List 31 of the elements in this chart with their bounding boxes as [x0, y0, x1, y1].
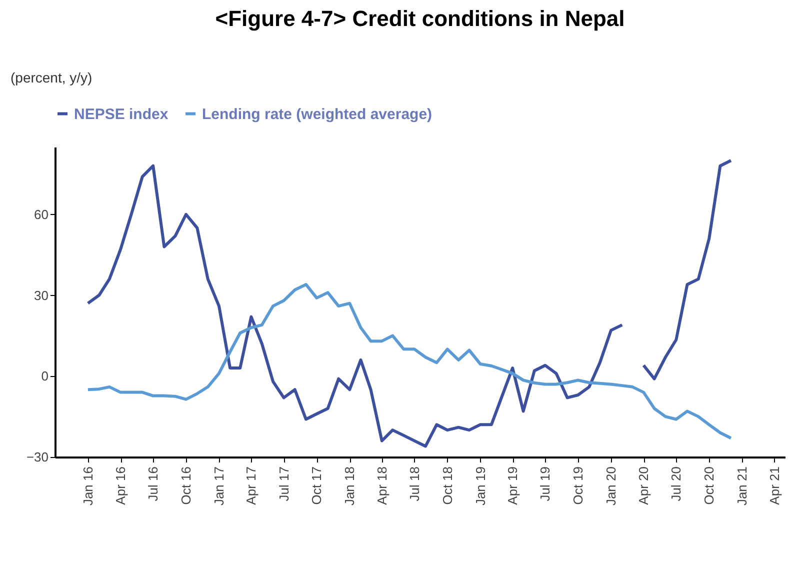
- x-tick-label: Oct 16: [178, 466, 194, 505]
- y-axis-title: (percent, y/y): [10, 70, 92, 86]
- chart-title: <Figure 4-7> Credit conditions in Nepal: [215, 6, 625, 31]
- line-series: [86, 282, 732, 440]
- x-tick-label: Apr 19: [505, 466, 520, 505]
- x-tick-label: Apr 16: [113, 466, 128, 505]
- x-tick-label: Apr 21: [766, 466, 782, 505]
- x-tick-label: Jul 16: [146, 466, 161, 502]
- x-tick-label: Oct 19: [570, 466, 586, 505]
- x-tick-label: Oct 17: [309, 466, 324, 505]
- x-tick-label: Apr 17: [244, 466, 259, 505]
- x-tick-label: Jan 21: [734, 466, 750, 506]
- x-tick-label: Jan 19: [472, 466, 488, 506]
- x-tick-label: Jan 16: [80, 466, 96, 506]
- y-tick-label: 0: [41, 368, 48, 384]
- y-tick-label: 60: [34, 206, 48, 222]
- x-tick-label: Jan 17: [211, 466, 226, 506]
- legend-label: Lending rate (weighted average): [202, 106, 432, 123]
- x-tick-label: Apr 20: [636, 466, 652, 505]
- x-tick-label: Jan 20: [604, 466, 619, 506]
- x-tick-label: Jan 18: [342, 466, 358, 506]
- legend-label: NEPSE index: [74, 106, 169, 123]
- x-tick-label: Apr 18: [374, 466, 390, 505]
- y-tick-label: 30: [34, 288, 48, 303]
- x-tick-label: Jul 19: [538, 466, 553, 502]
- x-tick-label: Oct 18: [440, 466, 455, 505]
- x-tick-label: Oct 20: [702, 466, 717, 505]
- x-tick-label: Jul 18: [406, 466, 422, 502]
- x-tick-label: Jul 20: [668, 466, 684, 502]
- y-tick-label: −30: [26, 450, 48, 464]
- x-tick-label: Jul 17: [276, 466, 292, 502]
